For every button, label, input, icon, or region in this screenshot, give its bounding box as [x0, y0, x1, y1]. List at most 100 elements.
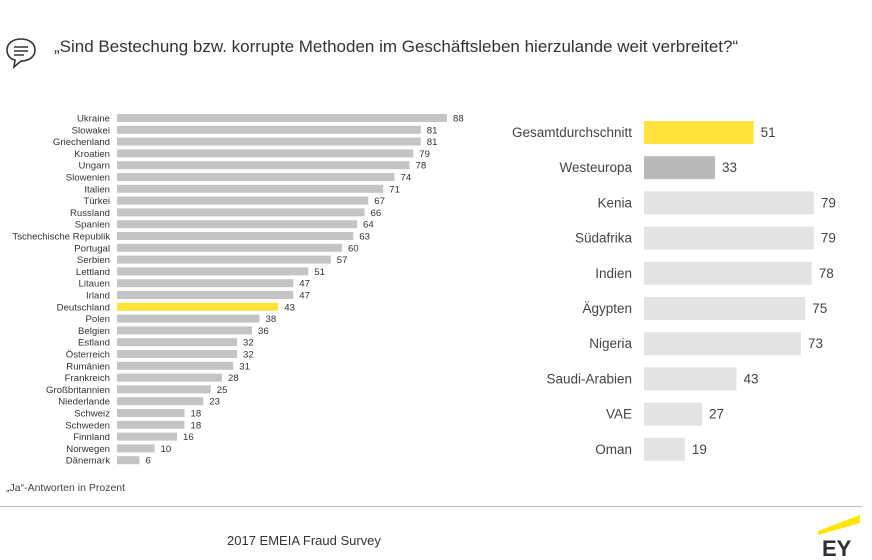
value-label-serbien: 57: [337, 255, 348, 266]
category-label-turkei: Türkei: [83, 196, 110, 207]
bar-deutschland: [117, 302, 279, 311]
value-label-westeuropa: 33: [722, 160, 737, 175]
category-label-slowakei: Slowakei: [72, 125, 110, 136]
value-label-estland: 32: [243, 338, 254, 349]
value-label-nigeria: 73: [808, 336, 823, 351]
bar-norwegen: [117, 444, 155, 453]
category-label-norwegen: Norwegen: [66, 444, 110, 455]
category-label-serbien: Serbien: [77, 255, 110, 266]
category-label-griechenland: Griechenland: [53, 137, 110, 148]
value-label-norwegen: 10: [161, 444, 172, 455]
value-label-osterreich: 32: [243, 350, 254, 361]
bar-turkei: [117, 196, 369, 205]
bar-gro-britannien: [117, 385, 211, 394]
category-label-belgien: Belgien: [78, 326, 110, 337]
bar-irland: [117, 291, 294, 299]
bar-portugal: [117, 243, 342, 252]
bar-finnland: [117, 432, 177, 441]
value-label-sudafrika: 79: [821, 231, 836, 246]
value-label-russland: 66: [371, 208, 382, 219]
value-label-griechenland: 81: [427, 137, 438, 148]
category-label-ungarn: Ungarn: [79, 161, 110, 172]
bar-gesamtdurchschnitt: [644, 121, 754, 144]
category-label-polen: Polen: [85, 314, 110, 325]
region-bar-chart: Gesamtdurchschnitt 51 Westeuropa 33 Kenia 79 S…: [512, 121, 836, 461]
category-label-deutschland: Deutschland: [57, 302, 110, 313]
category-label-litauen: Litauen: [79, 279, 110, 290]
category-label-italien: Italien: [84, 184, 110, 195]
value-label-slowakei: 81: [427, 125, 438, 136]
bar-slowakei: [117, 125, 421, 134]
value-label-belgien: 36: [258, 326, 269, 337]
category-label-schweiz: Schweiz: [74, 409, 110, 420]
category-label-westeuropa: Westeuropa: [559, 160, 632, 175]
value-label-gro-britannien: 25: [217, 385, 228, 396]
value-label-saudi-arabien: 43: [743, 371, 758, 386]
value-label-turkei: 67: [374, 196, 385, 207]
category-label-ukraine: Ukraine: [77, 114, 110, 125]
value-label-rumanien: 31: [239, 361, 250, 372]
bar-westeuropa: [644, 156, 715, 180]
bar-kenia: [644, 191, 814, 215]
value-label-lettland: 51: [314, 267, 325, 278]
category-label-kenia: Kenia: [597, 195, 632, 210]
svg-text:EY: EY: [822, 536, 852, 559]
value-label-finnland: 16: [183, 432, 194, 443]
category-label-gesamtdurchschnitt: Gesamtdurchschnitt: [512, 125, 632, 140]
category-label-frankreich: Frankreich: [65, 373, 110, 384]
speech-bubble-icon: [6, 38, 36, 69]
bar-agypten: [644, 297, 806, 320]
category-label-estland: Estland: [78, 338, 110, 349]
value-label-italien: 71: [389, 184, 400, 195]
value-label-polen: 38: [266, 314, 277, 325]
footer-source: 2017 EMEIA Fraud Survey: [227, 533, 381, 548]
bar-slowenien: [117, 173, 395, 181]
bar-belgien: [117, 326, 252, 335]
category-label-osterreich: Österreich: [66, 350, 110, 361]
value-label-slowenien: 74: [401, 173, 412, 184]
value-label-ukraine: 88: [453, 114, 464, 125]
category-label-sudafrika: Südafrika: [575, 231, 633, 246]
value-label-vae: 27: [709, 407, 724, 422]
value-label-schweden: 18: [191, 420, 202, 431]
bar-oman: [644, 437, 685, 461]
bar-russland: [117, 208, 365, 217]
category-label-portugal: Portugal: [74, 243, 110, 254]
value-label-deutschland: 43: [284, 302, 295, 313]
bar-nigeria: [644, 332, 801, 356]
category-label-russland: Russland: [70, 208, 110, 219]
value-label-spanien: 64: [363, 220, 374, 231]
category-label-vae: VAE: [606, 407, 632, 422]
chart-footnote: „Ja“-Antworten in Prozent: [6, 482, 126, 494]
category-label-rumanien: Rumänien: [66, 361, 110, 372]
value-label-ungarn: 78: [416, 161, 427, 172]
category-label-agypten: Ägypten: [582, 301, 632, 316]
bar-saudi-arabien: [644, 367, 737, 391]
country-bar-chart: Ukraine 88 Slowakei 81 Griechenland 81 Kroatie…: [12, 114, 464, 467]
category-label-indien: Indien: [595, 266, 632, 281]
category-label-spanien: Spanien: [75, 220, 110, 231]
value-label-agypten: 75: [812, 301, 827, 316]
bar-estland: [117, 338, 237, 347]
value-label-kroatien: 79: [419, 149, 430, 160]
bar-schweiz: [117, 409, 185, 417]
bar-litauen: [117, 279, 294, 288]
category-label-gro-britannien: Großbritannien: [46, 385, 110, 396]
bar-kroatien: [117, 149, 414, 158]
ey-logo: EY: [818, 515, 860, 559]
bar-sudafrika: [644, 226, 814, 250]
bar-spanien: [117, 220, 357, 229]
bar-niederlande: [117, 397, 204, 406]
bar-polen: [117, 314, 260, 323]
value-label-irland: 47: [299, 291, 310, 302]
category-label-kroatien: Kroatien: [74, 149, 110, 160]
footer-divider: [0, 506, 862, 507]
bar-serbien: [117, 255, 331, 264]
bar-vae: [644, 402, 703, 426]
category-label-slowenien: Slowenien: [66, 173, 110, 184]
bar-indien: [644, 261, 812, 285]
page-title: „Sind Bestechung bzw. korrupte Methoden …: [54, 37, 739, 56]
bar-tschechische-republik: [117, 232, 354, 240]
category-label-danemark: Dänemark: [66, 456, 110, 467]
bar-osterreich: [117, 350, 237, 358]
